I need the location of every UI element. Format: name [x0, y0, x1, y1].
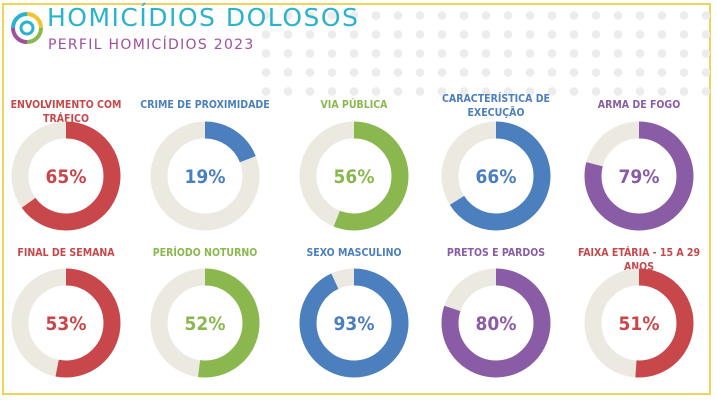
donut-label: ARMA DE FOGO	[597, 99, 681, 111]
donut-value-label: 19%	[185, 166, 226, 188]
logo-icon	[11, 12, 43, 44]
donut-value-arc	[11, 121, 121, 231]
donut-label: CRIME DE PROXIMIDADE	[140, 99, 270, 111]
donut-value-arc	[584, 121, 694, 231]
donut-label: PRETOS E PARDOS	[446, 247, 546, 259]
decorative-dot-pattern	[255, 6, 710, 102]
donut-value-label: 65%	[46, 166, 87, 188]
page-subtitle: PERFIL HOMICÍDIOS 2023	[48, 37, 255, 53]
donut-value-arc	[441, 121, 551, 231]
donut-label: CARACTERÍSTICA DE EXECUÇÃO	[441, 93, 551, 119]
donut-label: ENVOLVIMENTO COM TRÁFICO	[10, 99, 122, 125]
donut-value-arc	[441, 268, 551, 378]
page-title: HOMICÍDIOS DOLOSOS	[47, 3, 360, 32]
donut-value-label: 52%	[185, 313, 226, 335]
donut-value-arc	[150, 268, 260, 378]
donut-label: PERÍODO NOTURNO	[152, 247, 258, 259]
donut-value-label: 56%	[334, 166, 375, 188]
donut-value-label: 53%	[46, 313, 87, 335]
donut-value-arc	[150, 121, 260, 231]
donut-value-label: 80%	[476, 313, 517, 335]
donut-value-arc	[584, 268, 694, 378]
donut-value-arc	[299, 268, 409, 378]
donut-value-label: 79%	[619, 166, 660, 188]
donut-label: VIA PÚBLICA	[320, 99, 388, 111]
donut-value-label: 66%	[476, 166, 517, 188]
donut-label: FINAL DE SEMANA	[17, 247, 115, 259]
donut-value-arc	[11, 268, 121, 378]
donut-value-label: 51%	[619, 313, 660, 335]
donut-value-label: 93%	[334, 313, 375, 335]
donut-label: SEXO MASCULINO	[306, 247, 402, 259]
donut-value-arc	[299, 121, 409, 231]
